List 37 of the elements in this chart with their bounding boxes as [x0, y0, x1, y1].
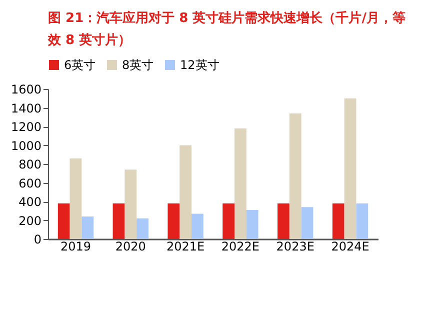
y-tick-label: 800 [18, 158, 42, 172]
y-tick-label: 1400 [10, 101, 42, 116]
x-tick-label: 2019 [60, 240, 91, 254]
y-tick-label: 1600 [10, 82, 42, 96]
bar [301, 207, 314, 239]
bar [168, 203, 180, 239]
legend-label: 6英寸 [64, 58, 96, 72]
x-tick-label: 2022E [221, 240, 260, 254]
bar [180, 145, 192, 239]
y-tick-label: 1000 [10, 138, 42, 153]
legend-label: 8英寸 [122, 58, 154, 72]
legend-label: 12英寸 [180, 58, 220, 72]
y-tick-label: 0 [34, 232, 42, 246]
x-tick-label: 2023E [276, 240, 314, 254]
bar [332, 203, 344, 239]
bar [58, 203, 70, 239]
bar [82, 216, 94, 239]
y-tick-label: 1200 [10, 120, 42, 134]
bar [289, 113, 302, 239]
bar [112, 203, 125, 239]
x-tick-label: 2020 [115, 240, 146, 254]
y-tick-label: 200 [18, 214, 42, 228]
bar [356, 203, 368, 239]
bar [124, 170, 137, 239]
bar [70, 158, 82, 239]
bar [234, 128, 246, 239]
bar [222, 203, 235, 239]
bar [246, 210, 258, 239]
y-tick-label: 600 [18, 176, 42, 190]
x-tick-label: 2024E [331, 240, 370, 254]
y-tick-label: 400 [18, 195, 42, 209]
bar [278, 203, 290, 239]
bar [136, 218, 148, 239]
bar [191, 214, 204, 239]
chart-title: 图 21：汽车应用对于 8 英寸硅片需求快速增长（千片/月，等效 8 英寸片） [47, 10, 406, 48]
x-tick-label: 2021E [166, 240, 205, 254]
bar [344, 98, 356, 239]
